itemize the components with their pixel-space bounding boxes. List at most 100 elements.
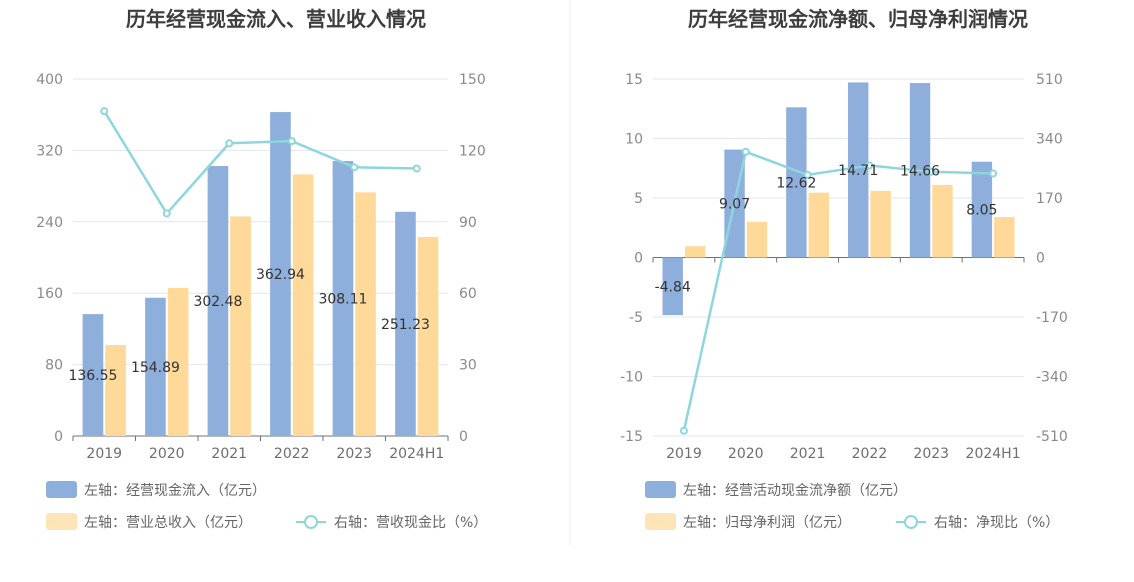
bar <box>105 344 126 436</box>
bars <box>82 112 439 436</box>
bar <box>230 216 251 436</box>
bar <box>684 246 706 258</box>
bar <box>395 211 416 436</box>
line-series <box>100 107 421 218</box>
legend-swatch-marker[interactable] <box>904 515 918 529</box>
legend-label[interactable]: 右轴：营收现金比（%） <box>334 515 487 531</box>
bar <box>207 166 229 436</box>
legend: 左轴：经营活动现金流净额（亿元） 左轴：归母净利润（亿元） 右轴：净现比（%） <box>645 481 1059 531</box>
data-label: 9.07 <box>719 197 750 213</box>
legend-label[interactable]: 左轴：营业总收入（亿元） <box>84 515 252 531</box>
y-left-tick-label: 160 <box>36 286 63 302</box>
chart-cashflow-revenue: 历年经营现金流入、营业收入情况 0 80 160 240 320 400 0 30 60 90 12… <box>36 7 487 531</box>
y-right-tick-label: 170 <box>1036 191 1063 207</box>
y-left-tick-label: 0 <box>634 251 643 267</box>
bar <box>786 107 807 258</box>
line-point <box>679 426 688 435</box>
y-right-tick-label: -340 <box>1036 370 1068 386</box>
bar <box>332 161 354 436</box>
data-label: 14.66 <box>900 163 940 179</box>
y-right-tick-label: 90 <box>459 215 477 231</box>
legend: 左轴：经营现金流入（亿元） 左轴：营业总收入（亿元） 右轴：营收现金比（%） <box>46 481 487 531</box>
x-tick-label: 2023 <box>913 446 949 462</box>
line-point <box>412 164 421 173</box>
legend-label[interactable]: 右轴：净现比（%） <box>934 515 1059 531</box>
chart-netcashflow-profit: 历年经营现金流净额、归母净利润情况 -15-10-5051015-510-340… <box>620 7 1068 531</box>
y-right-tick-label: 30 <box>459 358 477 374</box>
data-label: 12.62 <box>776 175 816 191</box>
data-label: 136.55 <box>68 368 117 384</box>
y-left-tick-label: 80 <box>45 358 63 374</box>
bar <box>292 174 314 436</box>
x-tick-label: 2024H1 <box>966 446 1021 462</box>
x-tick-label: 2020 <box>728 446 764 462</box>
bar <box>270 112 291 436</box>
line-point <box>865 161 874 170</box>
bar <box>662 257 683 316</box>
y-left-tick-label: 15 <box>625 72 643 88</box>
y-right-tick-label: -170 <box>1036 310 1068 326</box>
legend-label[interactable]: 左轴：经营活动现金流净额（亿元） <box>683 483 907 499</box>
y-left-tick-label: 400 <box>36 72 63 88</box>
line-point <box>989 169 998 178</box>
legend-swatch[interactable] <box>645 481 676 498</box>
chart-title: 历年经营现金流入、营业收入情况 <box>126 7 426 31</box>
bar <box>355 192 376 436</box>
line-point <box>100 107 109 116</box>
line-point <box>803 170 812 179</box>
data-label: -4.84 <box>655 279 691 295</box>
legend-label[interactable]: 左轴：经营现金流入（亿元） <box>84 483 266 499</box>
data-label: 302.48 <box>193 294 242 310</box>
data-label: 14.71 <box>838 163 878 179</box>
data-label: 8.05 <box>966 203 997 219</box>
legend-swatch[interactable] <box>645 513 676 530</box>
legend-swatch[interactable] <box>46 513 77 530</box>
line-path <box>682 150 994 432</box>
y-left-tick-label: -10 <box>620 370 643 386</box>
y-left-tick-label: 240 <box>36 215 63 231</box>
line-point <box>741 147 750 156</box>
y-right-tick-label: 0 <box>459 429 468 445</box>
y-right-tick-label: 510 <box>1036 72 1063 88</box>
line-point <box>350 163 359 172</box>
bars <box>662 82 1015 316</box>
data-labels: 136.55 154.89 302.48 362.94 308.11 251.23 <box>68 267 430 384</box>
x-tick-label: 2021 <box>211 446 247 462</box>
x-tick-label: 2022 <box>274 446 310 462</box>
grid: -15-10-5051015-510-340-17001703405102019… <box>620 72 1068 462</box>
bar <box>848 82 869 258</box>
bar <box>167 287 189 436</box>
y-left-tick-label: 10 <box>625 132 643 148</box>
y-right-tick-label: 340 <box>1036 132 1063 148</box>
x-tick-label: 2024H1 <box>389 446 444 462</box>
bar <box>82 314 104 436</box>
data-label: 362.94 <box>256 267 305 283</box>
y-left-tick-label: 320 <box>36 143 63 159</box>
bar <box>746 221 768 258</box>
data-label: 251.23 <box>381 317 430 333</box>
bar <box>808 192 829 258</box>
y-right-tick-label: -510 <box>1036 429 1068 445</box>
x-tick-label: 2020 <box>149 446 185 462</box>
y-left-tick-label: 5 <box>634 191 643 207</box>
bar <box>994 217 1015 258</box>
chart-title: 历年经营现金流净额、归母净利润情况 <box>688 7 1028 31</box>
x-tick-label: 2023 <box>336 446 372 462</box>
bar <box>932 184 953 258</box>
grid: 0 80 160 240 320 400 0 30 60 90 120 150 2019 2020 2021… <box>36 72 485 462</box>
line-point <box>287 137 296 146</box>
y-left-tick-label: 0 <box>54 429 63 445</box>
x-tick-label: 2022 <box>852 446 888 462</box>
legend-swatch-marker[interactable] <box>304 515 318 529</box>
y-right-tick-label: 120 <box>459 143 486 159</box>
line-path <box>103 110 417 216</box>
x-tick-label: 2019 <box>86 446 122 462</box>
x-tick-label: 2021 <box>790 446 826 462</box>
legend-label[interactable]: 左轴：归母净利润（亿元） <box>683 514 851 531</box>
bar <box>870 190 891 258</box>
line-series <box>679 147 998 435</box>
legend-swatch[interactable] <box>46 481 77 498</box>
y-left-tick-label: -5 <box>629 310 643 326</box>
line-point <box>225 139 234 148</box>
